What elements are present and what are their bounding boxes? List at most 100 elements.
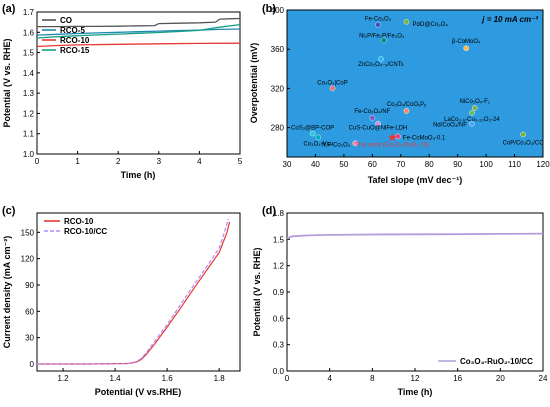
series-line: [37, 17, 241, 28]
point-marker: [375, 120, 381, 127]
point-marker-star: [388, 132, 397, 141]
point-marker: [403, 108, 410, 114]
y-tick-label: 0.0: [273, 367, 285, 376]
legend-label: CO: [60, 16, 72, 25]
panel-c-ylabel: Current density (mA cm⁻²): [2, 236, 12, 348]
y-tick-label: 1.3: [23, 89, 35, 98]
panel-b-ticks: 30 40 50 60 70 80 90 100 110 120 280 320 360 400: [271, 6, 550, 169]
x-tick-label: 100: [479, 160, 493, 169]
panel-d-frame: [286, 212, 544, 372]
x-tick-label: 8: [370, 374, 375, 383]
point-label: This work (Co₃O₄-RuO₂-10): [355, 142, 429, 148]
point-label: Co₃O₄-Vᴄᴜ: [304, 141, 334, 147]
y-tick-label: 90: [25, 281, 34, 290]
point-marker: [369, 115, 376, 121]
point-label: Co₃O₄|CoP: [317, 80, 347, 86]
x-tick-label: 0: [285, 374, 290, 383]
point-label: PdO@Co₃O₄: [412, 22, 448, 28]
y-tick-label: 1.4: [23, 69, 35, 78]
y-tick-label: 0: [30, 360, 35, 369]
y-tick-label: 360: [271, 45, 285, 54]
series-line: [36, 23, 241, 39]
point-marker: [309, 130, 316, 137]
x-tick-label: 1.2: [57, 374, 69, 383]
point-label: LaCo₀.₆₇Cu₀.₃₃O₃-24: [444, 117, 500, 123]
x-tick-label: 2: [116, 157, 121, 166]
y-tick-label: 1.5: [273, 235, 285, 244]
x-tick-label: 1.6: [162, 374, 174, 383]
legend-label: RCO-10: [60, 36, 90, 45]
point-marker: [469, 120, 475, 127]
panel-a-xlabel: Time (h): [121, 170, 156, 180]
x-tick-label: 1.4: [110, 374, 122, 383]
point-marker: [463, 45, 470, 52]
point-label: ZnCo₂O₄₋ₓ/CNTs: [358, 62, 404, 68]
y-tick-label: 1.2: [23, 109, 35, 118]
panel-b-ylabel: Overpotential (mV): [249, 43, 259, 124]
panel-b: (b) 30 40 50 60 70 80 90 100 110 120280320360400 …: [249, 3, 550, 185]
series-line: [37, 221, 231, 365]
point-marker: [352, 140, 359, 147]
x-tick-label: 1: [75, 157, 80, 166]
panel-b-annotation: j = 10 mA cm⁻²: [481, 15, 538, 24]
point-marker: [403, 18, 410, 25]
panel-b-points: Fe-Co₃O₄ PdO@Co₃O₄ Ni₂P/Fe₂P/Fe₃O₄ β-CoMoO₄…: [291, 17, 544, 149]
y-tick-label: 1.2: [273, 262, 285, 271]
panel-b-label: (b): [262, 3, 276, 15]
x-tick-label: 20: [496, 374, 505, 383]
x-tick-label: 4: [327, 374, 332, 383]
panel-d-ticks: 0 4 8 12 16 20 24 0.0 0.3 0.6 0.9 1.2 1.5 1.8: [273, 209, 548, 383]
panel-b-plot-background: [286, 9, 544, 158]
panel-c-series: [37, 218, 231, 365]
point-label: Fe-Co₃O₄/NF: [354, 109, 390, 115]
point-label: CoP/Co₃O₄/CC: [503, 140, 545, 146]
y-tick-label: 1.5: [23, 49, 35, 58]
point-label: CoS₂@BP-COP: [291, 125, 334, 131]
y-tick-label: 400: [271, 6, 285, 15]
y-tick-label: 1.6: [23, 28, 35, 37]
x-tick-label: 110: [508, 160, 521, 169]
point-marker: [375, 21, 381, 28]
point-marker: [395, 133, 401, 140]
panel-a: (a) 0 1 2 3 4 51.01.11.21.31.41.51.61.7 CORCO…: [2, 3, 243, 180]
point-marker: [520, 131, 526, 138]
panel-a-ylabel: Potential (V vs. RHE): [2, 38, 12, 127]
point-label: CuS-CuO@NiFe-LDH: [349, 126, 408, 132]
x-tick-label: 24: [539, 374, 548, 383]
panel-a-series: [36, 17, 241, 48]
panel-a-ticks: 0 1 2 3 4 5 1.0 1.1 1.2 1.3 1.4 1.5 1.6 1.7: [23, 8, 243, 166]
y-tick-label: 1.0: [23, 150, 35, 159]
x-tick-label: 5: [238, 157, 243, 166]
x-tick-label: 70: [396, 160, 405, 169]
point-label: Co₃O₄/CoOₓPᵧ: [387, 102, 426, 108]
x-tick-label: 90: [453, 160, 462, 169]
y-tick-label: 0.9: [273, 288, 285, 297]
y-tick-label: 280: [271, 124, 285, 133]
y-tick-label: 60: [25, 307, 34, 316]
x-tick-label: 40: [311, 160, 320, 169]
panel-d-xlabel: Time (h): [398, 387, 433, 397]
legend-label: Co₃O₄-RuO₂-10/CC: [460, 357, 533, 366]
panel-d-label: (d): [262, 205, 276, 217]
panel-c: (c) 1.2 1.4 1.6 1.8 0 30 60 90 120 150 RCO-10RCO-…: [2, 205, 241, 397]
point-marker: [380, 37, 387, 44]
x-tick-label: 0: [35, 157, 40, 166]
y-tick-label: 1.7: [23, 8, 35, 17]
x-tick-label: 3: [157, 157, 162, 166]
point-label: Fe-Co₃O₄: [365, 17, 392, 23]
panel-a-frame: [36, 11, 241, 155]
y-tick-label: 0.3: [273, 341, 285, 350]
series-line: [36, 42, 241, 48]
x-tick-label: 16: [453, 374, 462, 383]
y-tick-label: 30: [25, 334, 34, 343]
x-tick-label: 12: [411, 374, 420, 383]
x-tick-label: 4: [197, 157, 202, 166]
point-label: N,F-Co₃O₄: [321, 142, 350, 148]
y-tick-label: 320: [271, 84, 285, 93]
legend-label: RCO-15: [60, 46, 90, 55]
series-line: [37, 218, 229, 365]
panel-d-legend: Co₃O₄-RuO₂-10/CC: [438, 357, 533, 366]
